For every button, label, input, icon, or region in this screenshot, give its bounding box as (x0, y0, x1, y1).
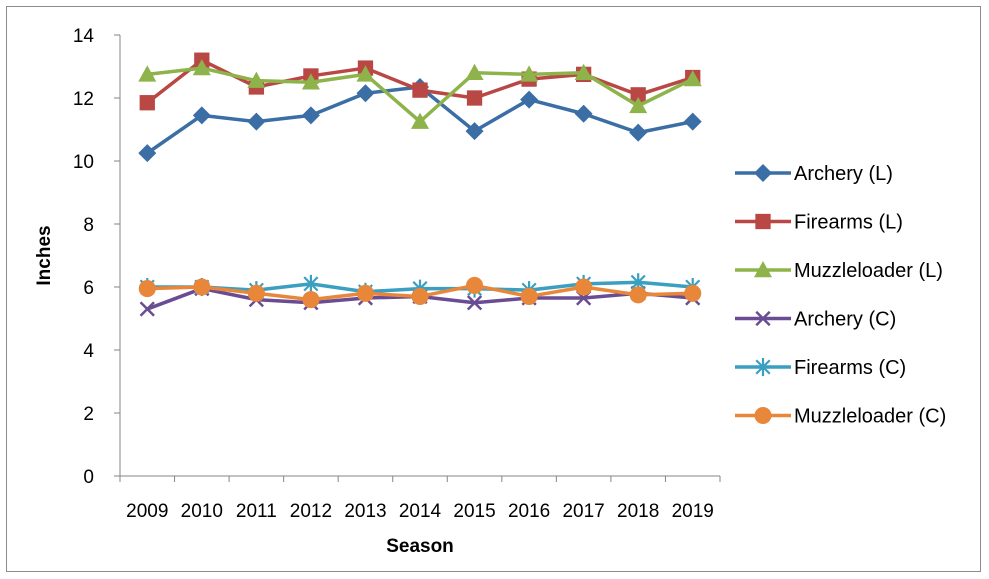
y-tick-label: 0 (83, 467, 94, 488)
series-3-point (465, 63, 484, 80)
series-6-point (247, 284, 265, 302)
series-3-point (138, 65, 157, 82)
series-3-point (301, 73, 320, 90)
series-3-point (411, 112, 429, 129)
y-tick-label: 10 (73, 152, 94, 173)
series-6-point (138, 280, 156, 298)
x-tick-label: 2019 (672, 501, 714, 522)
series-1-point (247, 112, 266, 131)
series-1-point (356, 84, 375, 103)
x-tick-label: 2013 (344, 501, 386, 522)
series-5-point (303, 274, 319, 293)
series-4-point (466, 295, 483, 311)
series-1-point (683, 112, 702, 131)
legend-marker-5 (755, 358, 771, 376)
series-3-point (683, 70, 702, 87)
series-6-point (193, 278, 211, 296)
x-tick-label: 2015 (453, 501, 495, 522)
legend-marker-6 (754, 406, 772, 425)
series-1-point (520, 90, 539, 109)
x-tick-label: 2017 (562, 501, 604, 522)
legend-marker-2 (755, 213, 771, 230)
series-6-point (575, 278, 593, 296)
x-axis-title: Season (386, 536, 454, 557)
series-3-point (192, 59, 211, 76)
x-tick-label: 2018 (617, 501, 659, 522)
series-3-point (520, 65, 539, 82)
legend-marker-3 (754, 261, 772, 278)
series-1-point (192, 106, 211, 125)
y-axis-title: Inches (34, 225, 55, 285)
x-tick-label: 2016 (508, 501, 550, 522)
legend-label-5: Firearms (C) (794, 357, 906, 379)
series-4-point (139, 301, 155, 317)
y-tick-label: 2 (83, 404, 94, 425)
series-6-point (302, 291, 320, 309)
y-tick-label: 6 (83, 278, 94, 299)
series-1-point (574, 104, 593, 123)
y-tick-label: 12 (73, 89, 94, 110)
legend-label-2: Firearms (L) (794, 212, 903, 234)
legend-marker-1 (754, 164, 772, 182)
series-6-point (411, 287, 429, 306)
series-2-point (466, 90, 483, 106)
y-tick-label: 4 (83, 341, 94, 362)
series-6-point (629, 286, 647, 304)
legend-label-1: Archery (L) (794, 163, 893, 185)
legend-label-3: Muzzleloader (L) (794, 260, 943, 282)
series-1-point (465, 122, 484, 141)
series-2-point (630, 87, 646, 103)
series-6-point (520, 287, 538, 306)
x-tick-label: 2009 (126, 501, 168, 522)
legend-label-6: Muzzleloader (C) (794, 406, 946, 428)
legend-label-4: Archery (C) (794, 309, 896, 331)
series-3-point (247, 71, 266, 88)
series-2-point (412, 82, 428, 98)
series-3-point (629, 96, 648, 114)
series-1-point (629, 123, 648, 142)
x-tick-label: 2011 (236, 501, 277, 522)
y-tick-label: 14 (73, 26, 95, 47)
series-6-point (356, 284, 375, 302)
x-tick-label: 2010 (181, 501, 223, 522)
series-1-point (138, 144, 157, 163)
x-tick-label: 2012 (290, 501, 332, 522)
series-6-point (684, 284, 702, 302)
y-tick-label: 8 (83, 215, 94, 236)
x-tick-label: 2014 (399, 501, 442, 522)
series-1-point (301, 106, 320, 125)
series-3-point (356, 65, 375, 82)
series-6-point (465, 276, 484, 294)
series-2-point (139, 95, 155, 111)
series-3-point (574, 63, 593, 80)
legend-marker-4 (755, 310, 771, 327)
